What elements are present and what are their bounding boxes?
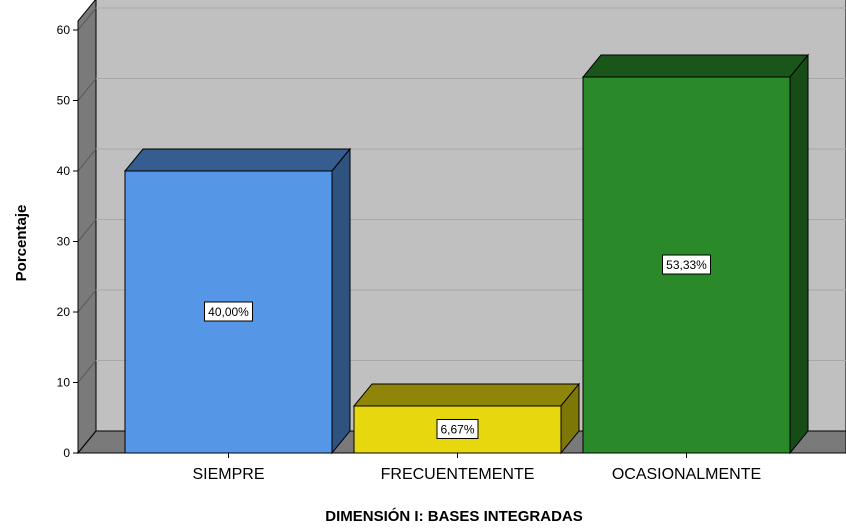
data-label: 6,67%	[440, 422, 474, 436]
data-label: 40,00%	[208, 305, 249, 319]
data-label-box	[662, 254, 711, 275]
x-tick-label: OCASIONALMENTE	[612, 466, 761, 483]
y-tick-label: 40	[57, 164, 71, 178]
y-tick-label: 10	[57, 376, 71, 390]
data-label-box	[204, 301, 253, 322]
x-axis-title: DIMENSIÓN I: BASES INTEGRADAS	[325, 507, 583, 525]
y-axis-title: Porcentaje	[13, 205, 30, 282]
gridline-side	[77, 360, 97, 383]
gridline-side	[77, 78, 97, 101]
data-label-box	[436, 418, 479, 439]
side-wall	[77, 0, 97, 455]
bar-side	[789, 53, 809, 455]
bar-siempre: 40,00%	[123, 147, 352, 455]
y-tick-label: 60	[57, 23, 71, 37]
y-tick-label: 30	[57, 235, 71, 249]
x-tick-label: FRECUENTEMENTE	[381, 466, 535, 483]
bars: 40,00% 6,67% 53,33%	[123, 53, 810, 455]
bar-side	[331, 147, 351, 455]
x-axis: SIEMPRE FRECUENTEMENTE OCASIONALMENTE	[192, 453, 761, 483]
gridline-side	[77, 7, 97, 31]
bar-frecuentemente: 6,67%	[352, 382, 581, 455]
bar-side	[560, 382, 580, 455]
gridline-side	[77, 219, 97, 242]
x-tick-label: SIEMPRE	[192, 466, 264, 483]
bar-top	[581, 54, 810, 78]
y-tick-label: 20	[57, 305, 71, 319]
gridline-side	[77, 289, 97, 313]
bar-top	[352, 383, 581, 407]
bar-top	[123, 148, 352, 172]
y-tick-label: 50	[57, 94, 71, 108]
y-tick-label: 0	[63, 446, 70, 460]
bar-ocasionalmente: 53,33%	[581, 53, 810, 455]
data-label: 53,33%	[666, 258, 707, 272]
y-axis: 0 10 20 30 40 50 60	[57, 21, 79, 460]
gridline-side	[77, 148, 97, 172]
